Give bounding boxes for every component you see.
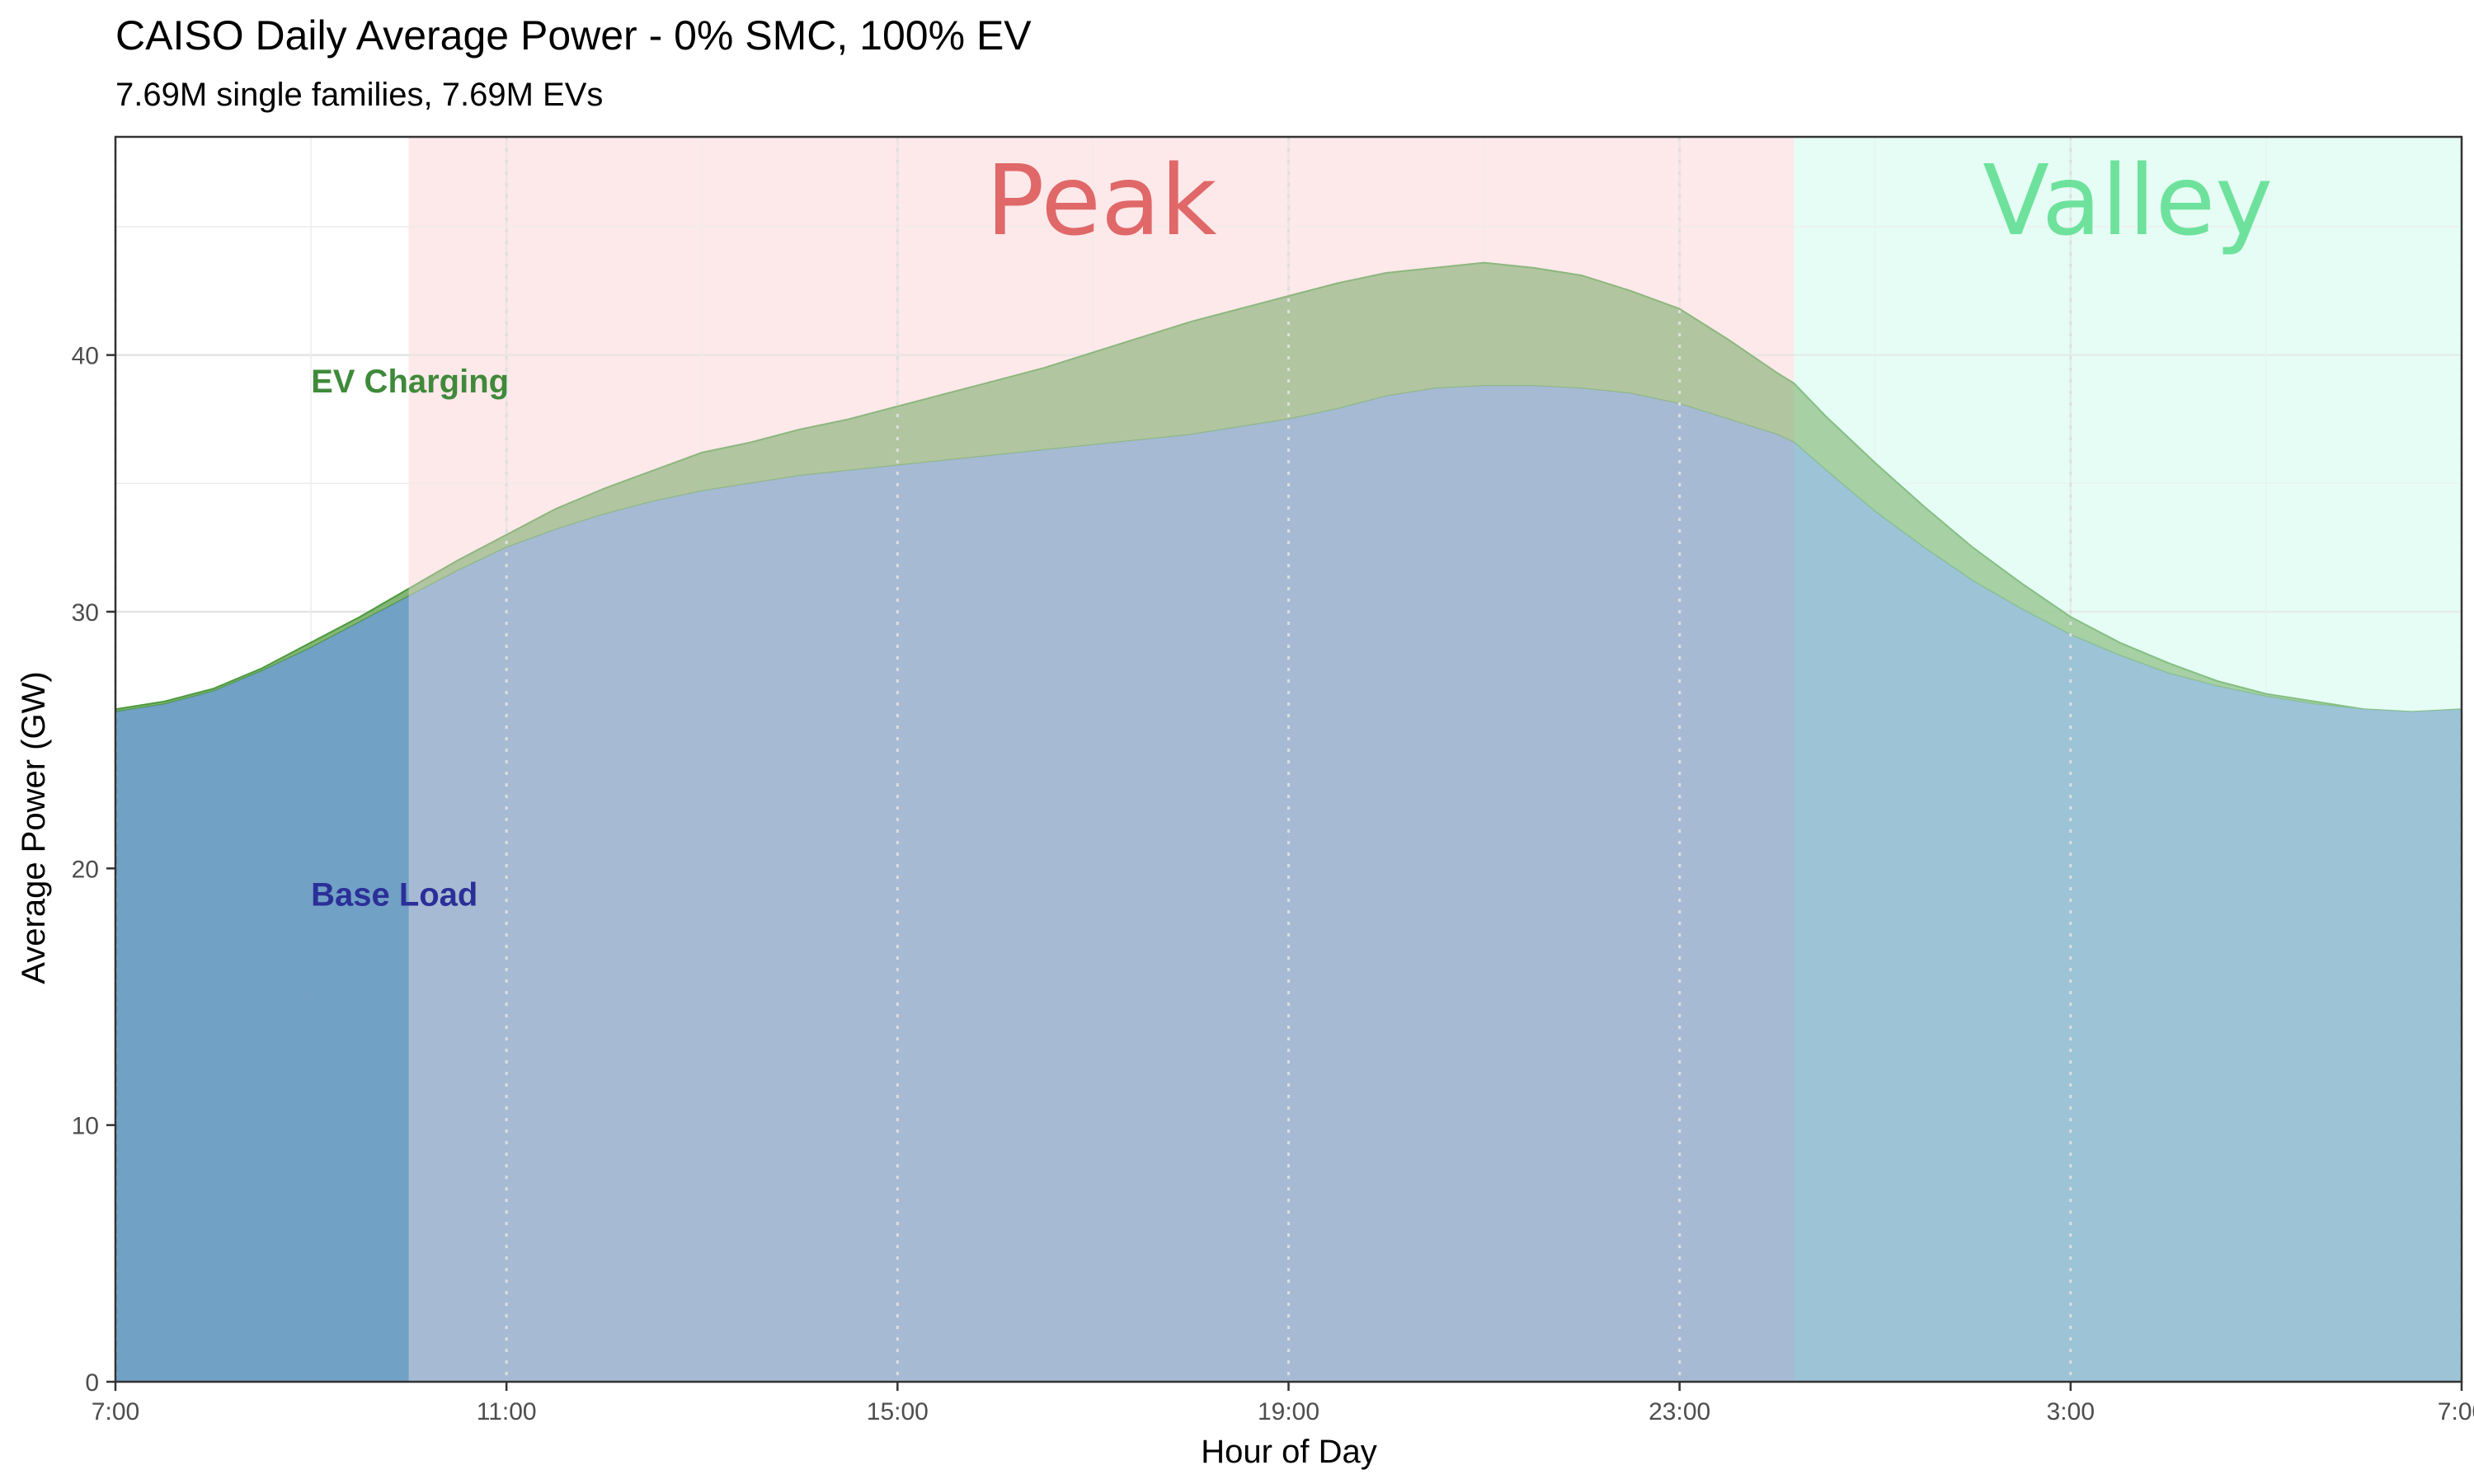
peak-zone-label: Peak [985, 143, 1216, 257]
chart-subtitle: 7.69M single families, 7.69M EVs [115, 77, 603, 113]
y-tick-label: 10 [72, 1113, 99, 1140]
base-load-area [115, 386, 2462, 1382]
x-tick-label: 15:00 [867, 1398, 929, 1425]
peak-zone-overlay [408, 137, 1794, 1382]
x-tick-label: 19:00 [1258, 1398, 1319, 1425]
y-tick-label: 40 [72, 343, 99, 370]
y-axis-title: Average Power (GW) [16, 671, 52, 984]
series-annotation: EV Charging [311, 364, 509, 400]
x-tick-label: 11:00 [477, 1398, 537, 1425]
series-annotation: Base Load [311, 876, 477, 913]
ev-charging-area [115, 261, 2462, 713]
valley-zone-label: Valley [1982, 143, 2273, 257]
x-tick-label: 7:00 [2438, 1398, 2474, 1425]
y-tick-label: 30 [72, 599, 99, 627]
x-tick-label: 7:00 [92, 1398, 139, 1425]
y-tick-label: 0 [85, 1369, 99, 1397]
valley-zone-overlay [1794, 137, 2462, 1382]
y-tick-label: 20 [72, 856, 99, 883]
x-tick-label: 23:00 [1649, 1398, 1710, 1425]
x-axis-title: Hour of Day [1201, 1434, 1376, 1470]
x-tick-label: 3:00 [2047, 1398, 2095, 1425]
chart-title: CAISO Daily Average Power - 0% SMC, 100%… [115, 12, 1032, 59]
